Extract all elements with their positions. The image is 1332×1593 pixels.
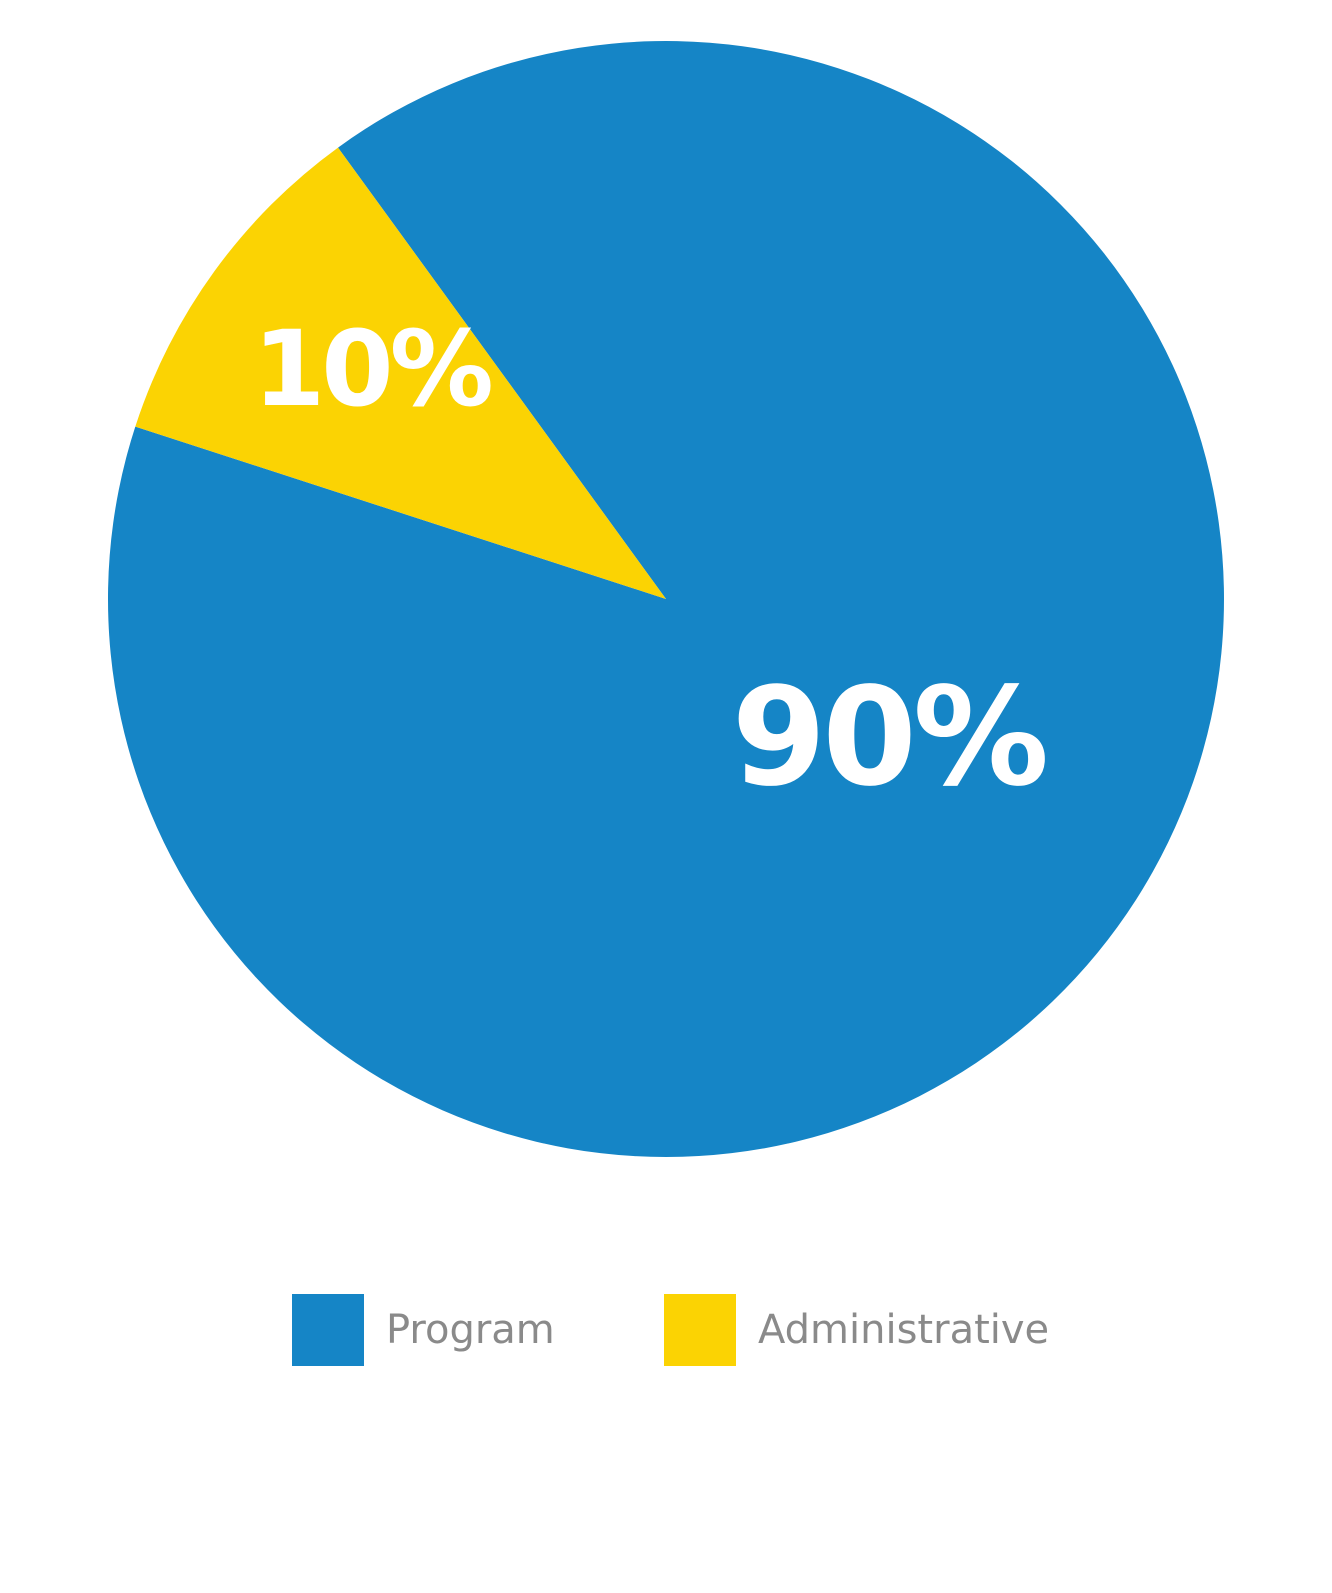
- legend-swatch-program: [292, 1294, 364, 1366]
- legend-swatch-administrative: [664, 1294, 736, 1366]
- legend-label-program: Program: [386, 1307, 555, 1353]
- legend-item-program: Program: [292, 1294, 555, 1366]
- pie-slice-label-program: 90%: [732, 659, 1046, 817]
- pie-slices: [107, 41, 1224, 1158]
- legend-label-administrative: Administrative: [758, 1307, 1050, 1353]
- pie-slice-program: [107, 41, 1224, 1158]
- pie-slice-labels: 90% 10%: [253, 308, 1049, 817]
- legend: Program Administrative: [0, 1294, 1332, 1366]
- pie-chart: 90% 10%: [107, 41, 1224, 1158]
- pie-slice-label-administrative: 10%: [253, 308, 491, 430]
- legend-item-administrative: Administrative: [664, 1294, 1049, 1366]
- pie-slice-administrative: [135, 147, 666, 599]
